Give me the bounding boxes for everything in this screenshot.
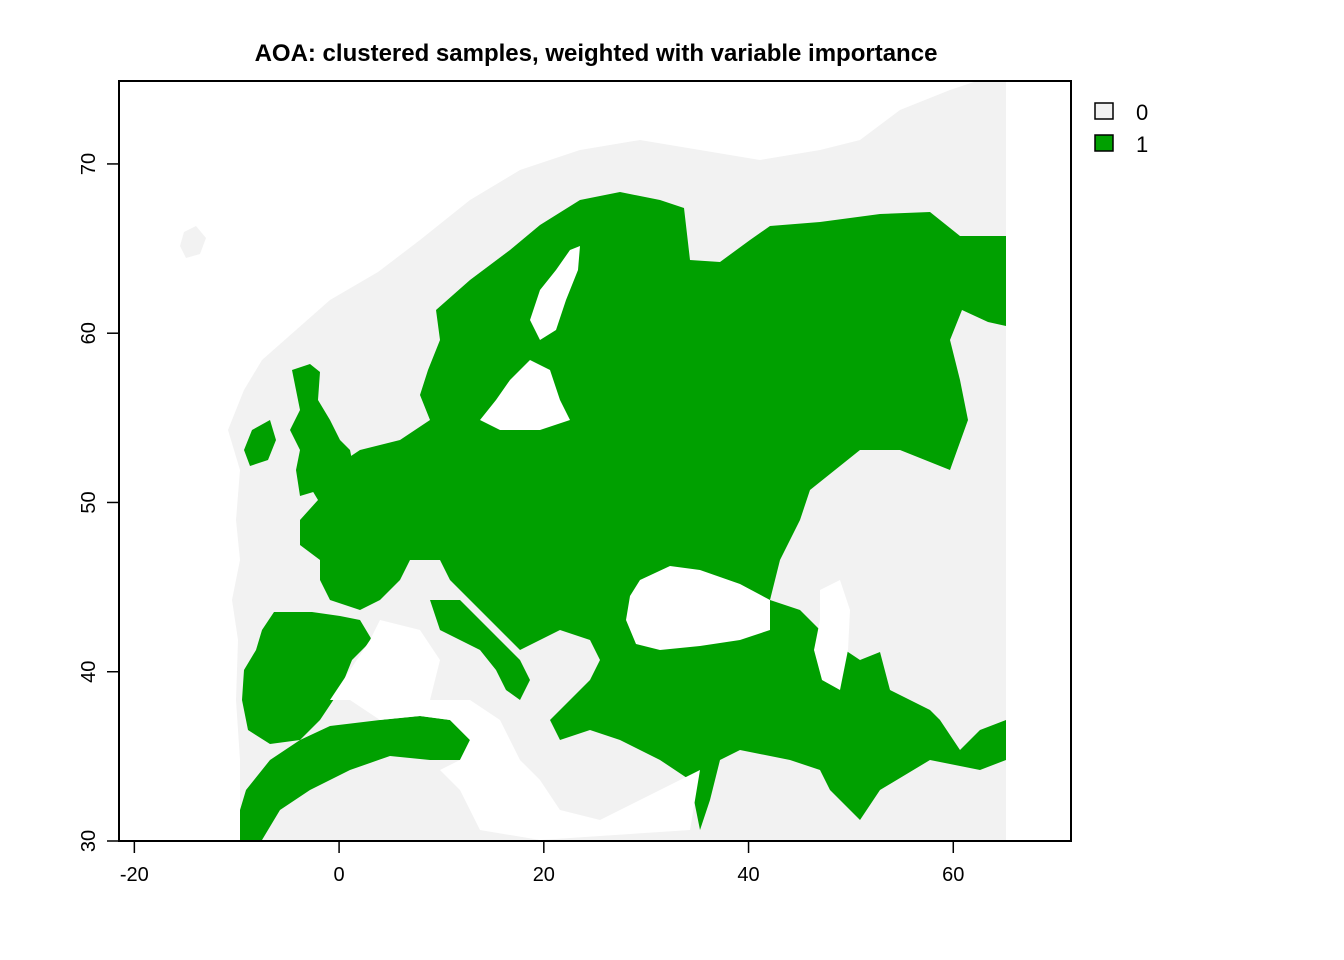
legend-swatch xyxy=(1094,134,1114,152)
x-tick-label: 60 xyxy=(942,864,964,886)
aoa-inside-north-africa xyxy=(240,716,470,840)
map-panel xyxy=(180,81,1006,840)
caspian-sea xyxy=(814,580,850,690)
gulf-of-bothnia xyxy=(530,246,580,340)
legend-label: 1 xyxy=(1136,132,1148,157)
y-tick-label: 60 xyxy=(78,322,100,344)
baltic-sea xyxy=(480,360,570,430)
aoa-inside-ireland xyxy=(244,420,276,466)
y-tick-label: 40 xyxy=(78,661,100,683)
y-tick-label: 50 xyxy=(78,491,100,513)
y-tick-label: 70 xyxy=(78,153,100,175)
aoa-inside-britain xyxy=(290,364,354,496)
legend-swatch xyxy=(1094,102,1114,120)
y-tick-label: 30 xyxy=(78,830,100,852)
y-axis: 30 40 50 60 70 xyxy=(78,153,120,852)
aoa-inside-italy xyxy=(430,600,530,700)
x-tick-label: 40 xyxy=(737,864,759,886)
legend-label: 0 xyxy=(1136,100,1148,125)
aoa-inside-caspian-east xyxy=(860,652,940,730)
legend: 01 xyxy=(1094,100,1148,157)
x-tick-label: -20 xyxy=(120,864,149,886)
x-tick-label: 20 xyxy=(533,864,555,886)
x-axis: -20 0 20 40 60 xyxy=(120,840,964,886)
black-sea xyxy=(626,566,770,650)
aoa-inside-iberia xyxy=(242,612,372,744)
iceland-region xyxy=(180,226,206,258)
x-tick-label: 0 xyxy=(334,864,345,886)
map-title: AOA: clustered samples, weighted with va… xyxy=(255,40,938,67)
mediterranean-sea xyxy=(330,620,700,840)
